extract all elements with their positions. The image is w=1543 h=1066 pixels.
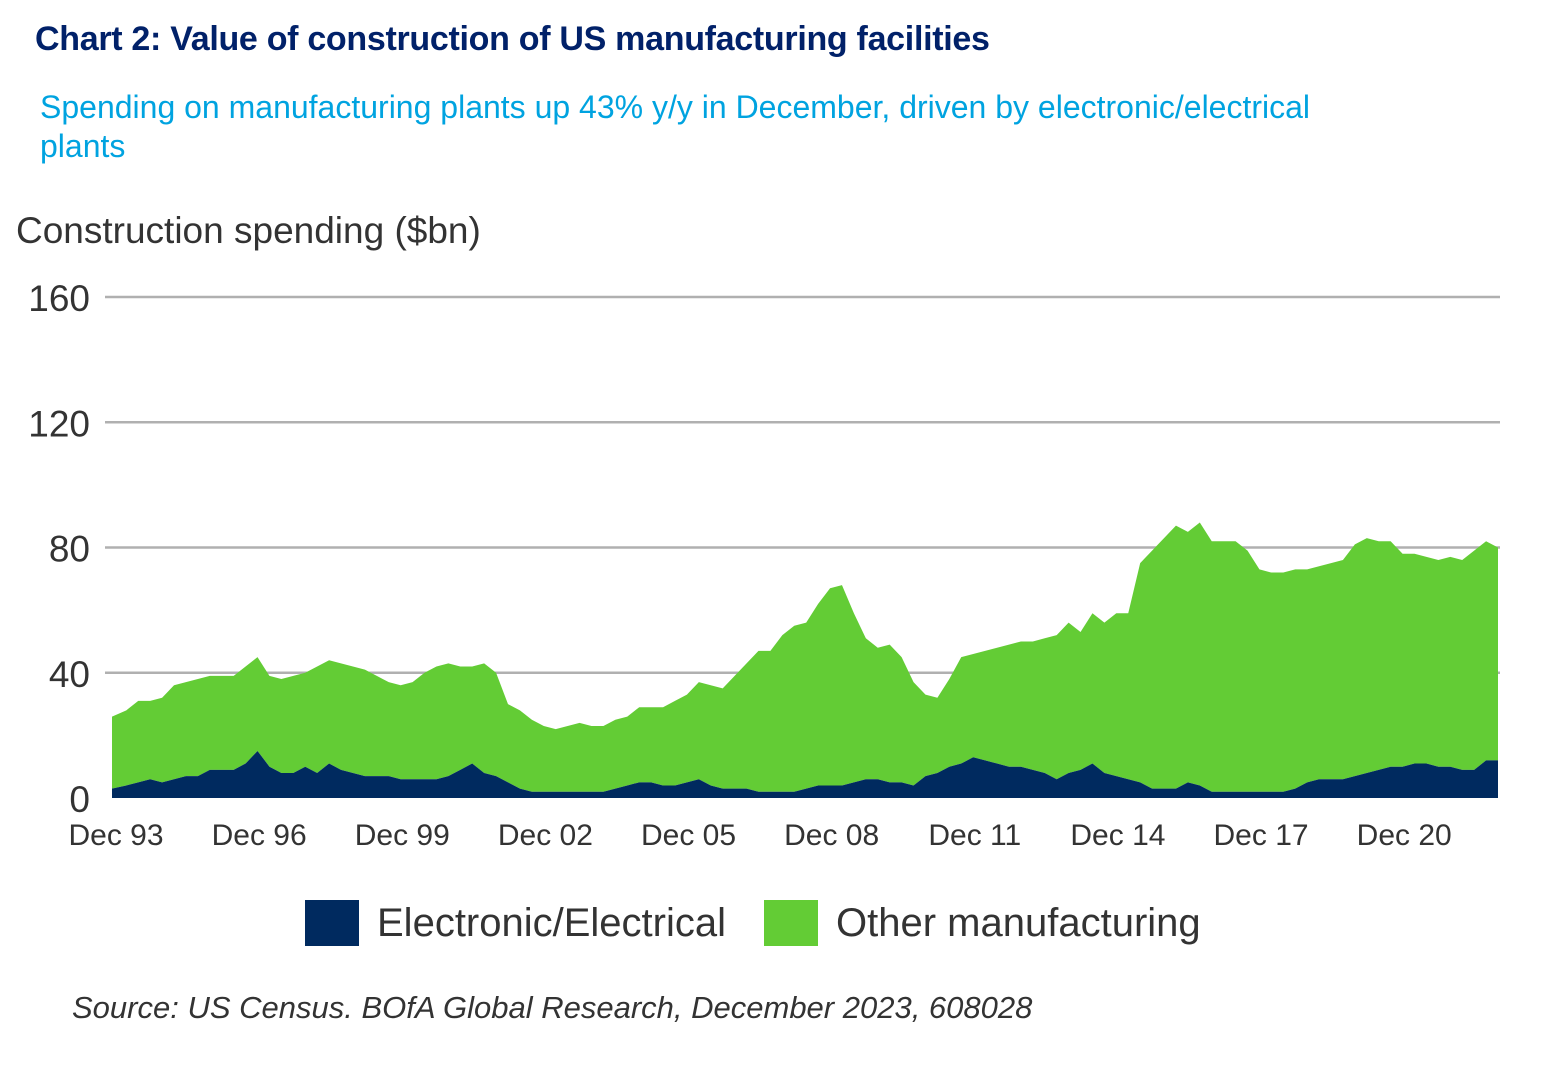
y-tick-label: 160	[28, 278, 90, 319]
x-tick-label: Dec 96	[212, 819, 307, 852]
x-tick-label: Dec 93	[68, 819, 163, 852]
area-other-manufacturing	[112, 522, 1498, 792]
x-tick-label: Dec 08	[784, 819, 879, 852]
x-tick-label: Dec 17	[1214, 819, 1309, 852]
chart-subtitle: Spending on manufacturing plants up 43% …	[40, 89, 1311, 164]
y-tick-label: 120	[28, 403, 90, 444]
legend-item-electronic: Electronic/Electrical	[305, 900, 726, 946]
y-tick-labels: 0 40 80 120 160	[28, 278, 90, 820]
chart-title: Chart 2: Value of construction of US man…	[35, 20, 990, 58]
x-tick-label: Dec 14	[1070, 819, 1165, 852]
x-tick-labels: Dec 93 Dec 96 Dec 99 Dec 02 Dec 05 Dec 08 Dec …	[68, 819, 1451, 852]
area-electronic-electrical	[112, 751, 1498, 798]
legend-label-other: Other manufacturing	[836, 900, 1201, 945]
legend-label-electronic: Electronic/Electrical	[377, 900, 727, 945]
y-axis-label: Construction spending ($bn)	[16, 210, 481, 251]
legend-swatch-other	[764, 900, 819, 946]
y-tick-label: 80	[49, 529, 90, 570]
x-tick-label: Dec 05	[641, 819, 736, 852]
x-tick-label: Dec 20	[1357, 819, 1452, 852]
x-tick-label: Dec 11	[928, 819, 1021, 852]
stacked-areas	[112, 522, 1498, 798]
x-tick-label: Dec 99	[355, 819, 450, 852]
legend-item-other: Other manufacturing	[764, 900, 1201, 946]
legend-swatch-electronic	[305, 900, 359, 946]
source-note: Source: US Census. BOfA Global Research,…	[72, 990, 1033, 1025]
y-tick-label: 0	[69, 779, 90, 820]
y-tick-label: 40	[49, 654, 90, 695]
legend: Electronic/Electrical Other manufacturin…	[305, 900, 1239, 946]
x-tick-label: Dec 02	[498, 819, 593, 852]
